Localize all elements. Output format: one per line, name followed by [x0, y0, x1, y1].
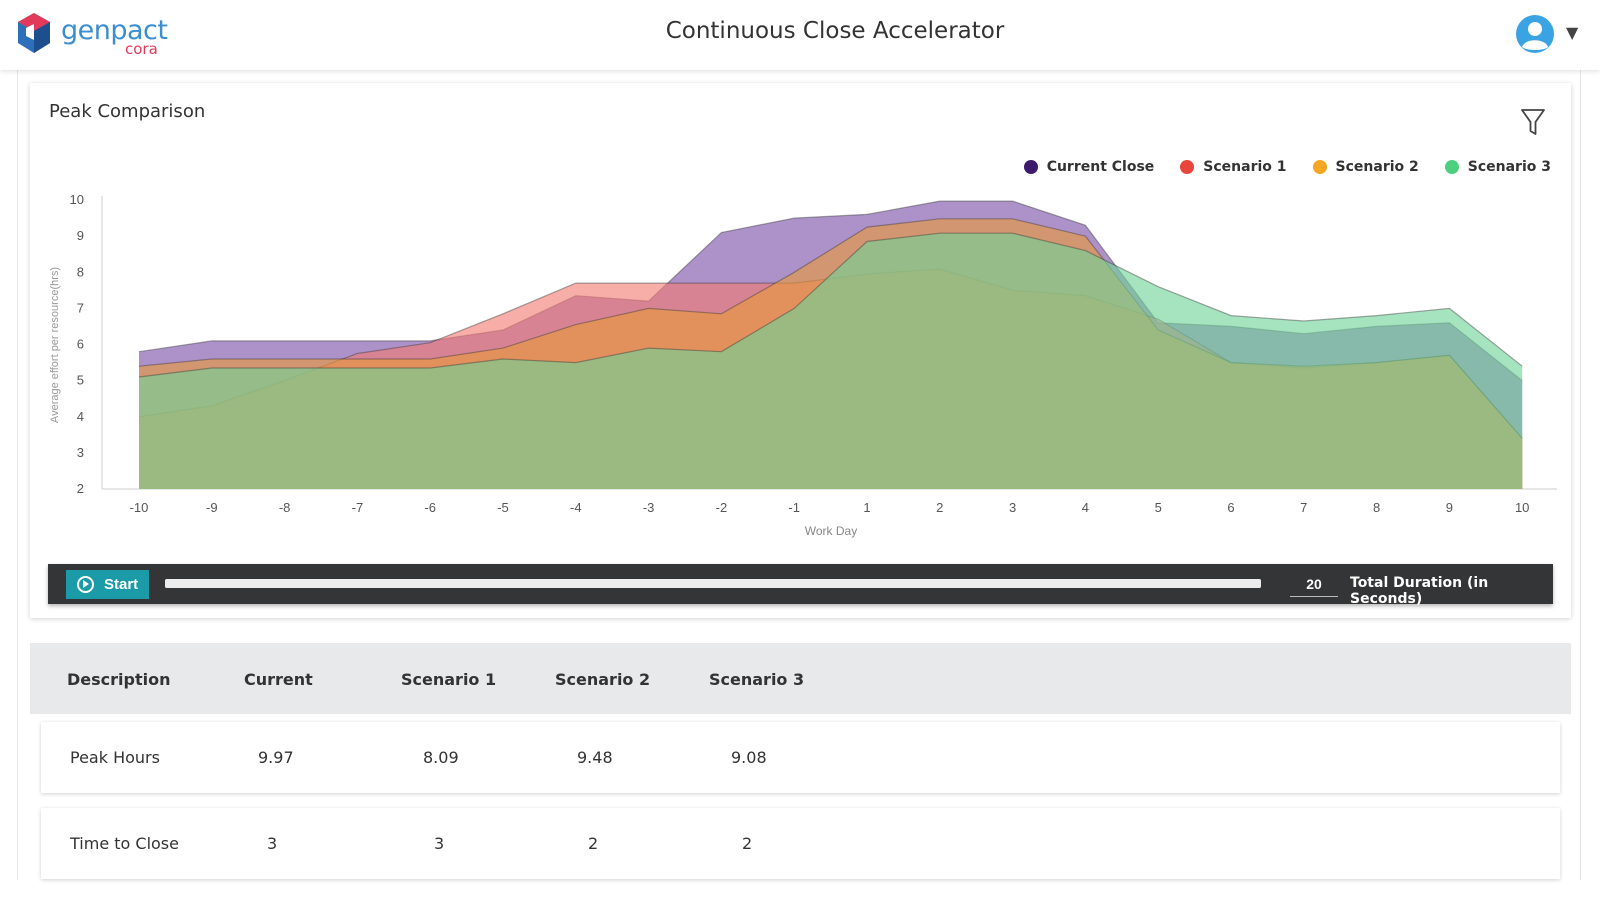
right-gutter — [1580, 70, 1600, 880]
x-tick-label: 7 — [1300, 500, 1307, 515]
column-header-description: Description — [67, 670, 171, 689]
x-tick-label: 4 — [1082, 500, 1089, 515]
row-value-current: 3 — [267, 834, 278, 853]
genpact-logo[interactable]: genpact cora — [17, 12, 168, 58]
panel-title: Peak Comparison — [49, 101, 206, 122]
x-tick-label: -9 — [206, 500, 218, 515]
y-tick-label: 5 — [77, 373, 84, 388]
x-tick-label: 8 — [1373, 500, 1380, 515]
legend-dot-current-close — [1023, 160, 1038, 174]
x-tick-label: -4 — [570, 500, 582, 515]
y-tick-label: 3 — [77, 445, 84, 460]
legend-dot-scenario-2 — [1312, 160, 1327, 174]
play-icon — [77, 576, 94, 593]
genpact-logo-icon — [18, 13, 50, 53]
row-value-scenario-2: 2 — [588, 834, 599, 853]
legend-label: Scenario 2 — [1335, 159, 1419, 175]
x-tick-label: -3 — [643, 500, 655, 515]
column-header-current: Current — [244, 670, 313, 689]
x-tick-label: 6 — [1227, 500, 1234, 515]
duration-label: Total Duration (in Seconds) — [1350, 575, 1489, 607]
row-value-scenario-1: 3 — [434, 834, 445, 853]
table-row: Peak Hours 9.97 8.09 9.48 9.08 — [41, 722, 1560, 793]
legend-item-scenario-2[interactable]: Scenario 2 — [1312, 159, 1419, 175]
legend-label: Current Close — [1046, 159, 1155, 175]
brand-name: genpact — [61, 15, 168, 46]
duration-input[interactable] — [1290, 572, 1338, 597]
start-label: Start — [104, 576, 139, 593]
row-value-scenario-2: 9.48 — [577, 748, 613, 767]
top-bar: genpact cora Continuous Close Accelerato… — [0, 0, 1600, 70]
x-tick-label: 5 — [1155, 500, 1162, 515]
y-tick-label: 8 — [77, 264, 84, 279]
row-value-scenario-1: 8.09 — [423, 748, 459, 767]
x-tick-label: -1 — [788, 500, 800, 515]
row-description: Time to Close — [70, 834, 179, 853]
y-tick-label: 9 — [77, 228, 84, 243]
caret-down-icon[interactable]: ▼ — [1566, 23, 1579, 42]
x-tick-label: 3 — [1009, 500, 1016, 515]
legend-item-scenario-1[interactable]: Scenario 1 — [1180, 159, 1287, 175]
legend-label: Scenario 1 — [1203, 159, 1287, 175]
left-gutter — [0, 70, 18, 880]
x-tick-label: 1 — [863, 500, 870, 515]
line-series-scenario-3 — [138, 232, 1523, 378]
start-button[interactable]: Start — [66, 570, 149, 599]
playback-bar: Start Total Duration (in Seconds) — [48, 564, 1553, 607]
table-header: Description Current Scenario 1 Scenario … — [30, 643, 1571, 714]
chart-legend: Current Close Scenario 1 Scenario 2 Scen… — [1023, 159, 1551, 175]
row-value-scenario-3: 9.08 — [731, 748, 767, 767]
playback-slider[interactable] — [165, 579, 1261, 588]
table-row: Time to Close 3 3 2 2 — [41, 808, 1560, 879]
x-tick-label: 10 — [1515, 500, 1529, 515]
column-header-scenario-1: Scenario 1 — [401, 670, 497, 689]
legend-dot-scenario-3 — [1444, 160, 1459, 174]
y-axis-title: Average effort per resource(hrs) — [49, 267, 61, 423]
legend-label: Scenario 3 — [1467, 159, 1551, 175]
playback-progress — [165, 579, 1261, 588]
area-series-scenario-3 — [139, 233, 1523, 489]
y-tick-label: 2 — [77, 481, 84, 496]
x-tick-label: -2 — [716, 500, 728, 515]
x-tick-label: -10 — [130, 500, 149, 515]
y-tick-label: 4 — [77, 409, 84, 424]
x-axis-title: Work Day — [805, 524, 857, 538]
brand-sub: cora — [125, 40, 158, 58]
legend-item-current-close[interactable]: Current Close — [1023, 159, 1155, 175]
y-tick-label: 10 — [70, 192, 84, 207]
y-tick-label: 6 — [77, 337, 84, 352]
row-value-current: 9.97 — [258, 748, 294, 767]
x-tick-label: -5 — [497, 500, 509, 515]
y-tick-label: 7 — [77, 300, 84, 315]
x-tick-label: -8 — [279, 500, 291, 515]
column-header-scenario-2: Scenario 2 — [555, 670, 651, 689]
row-description: Peak Hours — [70, 748, 160, 767]
x-tick-label: 9 — [1446, 500, 1453, 515]
column-header-scenario-3: Scenario 3 — [709, 670, 805, 689]
row-value-scenario-3: 2 — [742, 834, 753, 853]
user-avatar-icon[interactable] — [1515, 14, 1555, 54]
legend-item-scenario-3[interactable]: Scenario 3 — [1444, 159, 1551, 175]
legend-dot-scenario-1 — [1180, 160, 1195, 174]
x-tick-label: -6 — [424, 500, 436, 515]
peak-comparison-chart: 2 3 4 5 6 7 8 9 10 -10 -9 -8 -7 -6 -5 -4 -3 -2 -1 1 2 3 4 5 6 7 8 9… — [49, 192, 1557, 538]
x-tick-label: 2 — [936, 500, 943, 515]
x-tick-label: -7 — [352, 500, 364, 515]
app-title: Continuous Close Accelerator — [665, 18, 1005, 44]
filter-icon[interactable] — [1520, 107, 1546, 137]
